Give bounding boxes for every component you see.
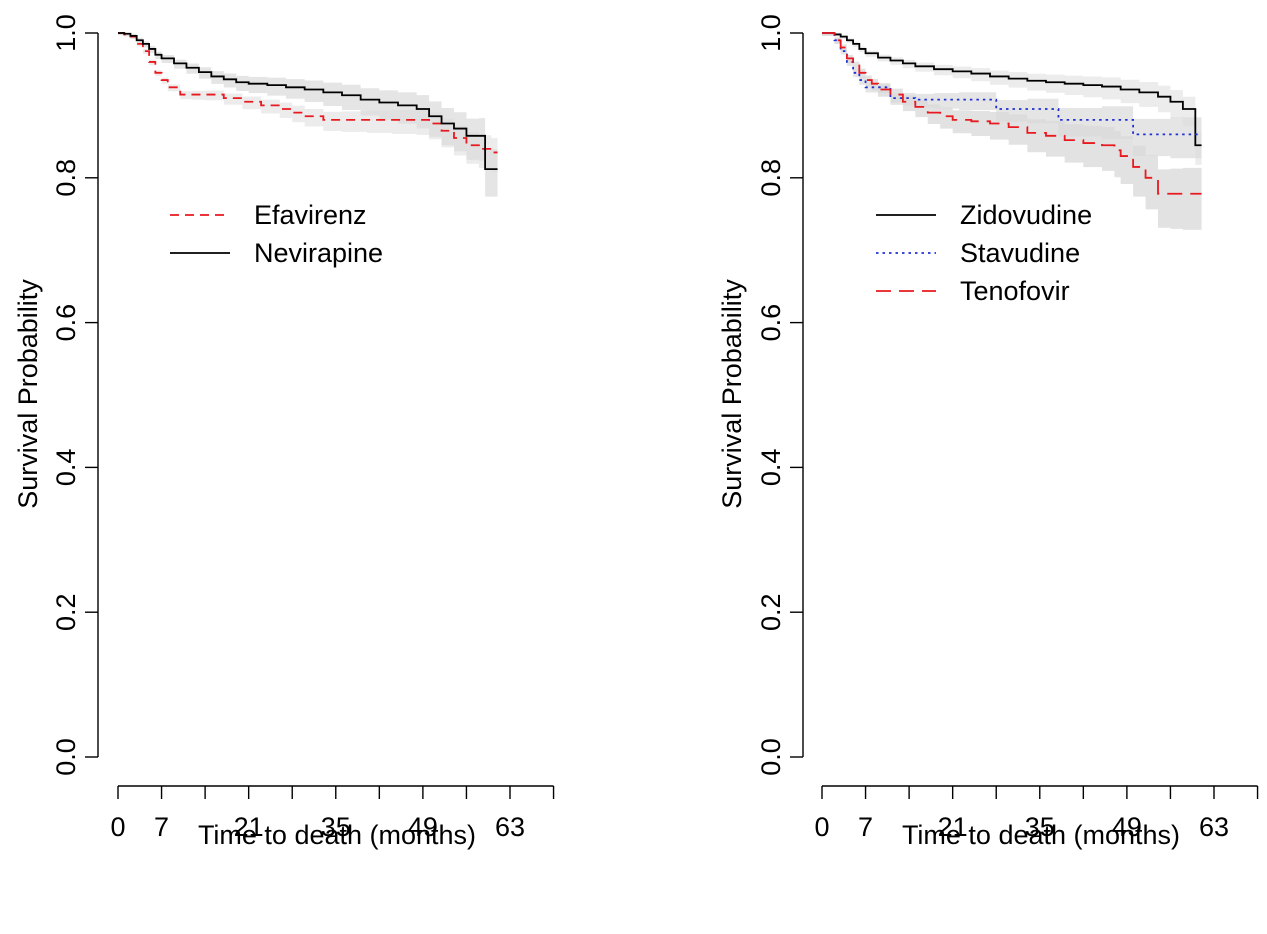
legend-label-stavudine: Stavudine <box>960 238 1080 268</box>
y-axis-title: Survival Probability <box>717 279 747 509</box>
confidence-bands <box>118 33 498 198</box>
legend: Zidovudine Stavudine Tenofovir <box>876 200 1092 306</box>
x-tick-label: 7 <box>154 812 169 842</box>
x-tick-label: 0 <box>110 812 125 842</box>
y-tick-label: 0.6 <box>756 304 786 342</box>
chart-panel-zidovudine-stavudine-tenofovir: 0.0 0.2 0.4 0.6 0.8 1.0 0 7 21 35 49 63 Time to dea… <box>717 14 1259 850</box>
survival-curve-nevirapine <box>118 32 498 171</box>
y-axis-title: Survival Probability <box>13 279 43 509</box>
y-tick-label: 0.4 <box>51 449 81 487</box>
legend-label-nevirapine: Nevirapine <box>254 238 383 268</box>
y-tick-label: 0.0 <box>756 738 786 776</box>
axes: 0.0 0.2 0.4 0.6 0.8 1.0 0 7 21 35 49 63 <box>756 14 1259 842</box>
survival-curves <box>822 32 1202 195</box>
x-axis-title: Time to death (months) <box>902 820 1180 850</box>
confidence-band-tenofovir <box>822 33 1202 232</box>
survival-curves <box>118 32 498 171</box>
x-tick-label: 35 <box>1025 812 1055 842</box>
y-tick-label: 0.6 <box>51 304 81 342</box>
y-tick-label: 1.0 <box>756 14 786 52</box>
x-tick-label: 49 <box>408 812 438 842</box>
y-tick-label: 1.0 <box>51 14 81 52</box>
y-tick-label: 0.0 <box>51 738 81 776</box>
survival-curve-efavirenz <box>118 32 498 154</box>
y-tick-label: 0.8 <box>51 159 81 197</box>
x-tick-label: 0 <box>814 812 829 842</box>
x-tick-label: 21 <box>938 812 968 842</box>
y-tick-label: 0.2 <box>51 593 81 631</box>
legend: Efavirenz Nevirapine <box>170 200 383 268</box>
x-tick-label: 7 <box>858 812 873 842</box>
y-tick-label: 0.4 <box>756 449 786 487</box>
survival-curve-tenofovir <box>822 32 1202 195</box>
confidence-band-nevirapine <box>118 33 498 198</box>
x-axis-title: Time to death (months) <box>198 820 476 850</box>
legend-label-tenofovir: Tenofovir <box>960 276 1070 306</box>
x-tick-label: 49 <box>1112 812 1142 842</box>
x-tick-label: 35 <box>321 812 351 842</box>
x-tick-label: 63 <box>495 812 525 842</box>
x-tick-label: 63 <box>1199 812 1229 842</box>
y-tick-label: 0.8 <box>756 159 786 197</box>
chart-panel-efavirenz-nevirapine: 0.0 0.2 0.4 0.6 0.8 1.0 0 7 21 35 49 63 Time to dea… <box>13 14 555 850</box>
x-tick-label: 21 <box>234 812 264 842</box>
legend-label-efavirenz: Efavirenz <box>254 200 367 230</box>
y-tick-label: 0.2 <box>756 593 786 631</box>
survival-curve-zidovudine <box>822 32 1202 147</box>
legend-label-zidovudine: Zidovudine <box>960 200 1092 230</box>
axes: 0.0 0.2 0.4 0.6 0.8 1.0 0 7 21 35 49 63 <box>51 14 555 842</box>
